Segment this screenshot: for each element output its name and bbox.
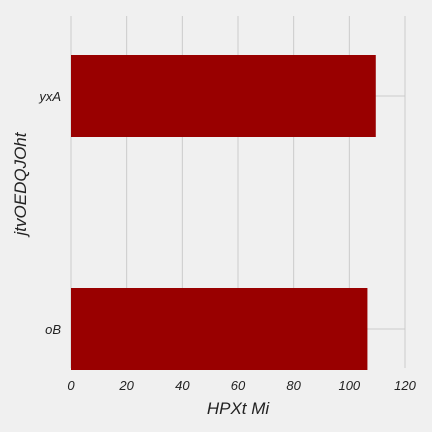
x-tick-label: 40 bbox=[175, 378, 190, 393]
x-tick-label: 60 bbox=[231, 378, 246, 393]
tick-labels: 0 20 40 60 80 100 120 oB yxA bbox=[38, 89, 416, 393]
y-tick-label: yxA bbox=[38, 89, 61, 104]
x-tick-label: 20 bbox=[118, 378, 134, 393]
bar-oB bbox=[71, 288, 368, 370]
x-axis-label: HPXt Mi bbox=[207, 399, 271, 418]
x-tick-label: 120 bbox=[394, 378, 416, 393]
bars bbox=[71, 55, 376, 370]
y-axis-label: jtvOEDQJOht bbox=[11, 131, 30, 237]
x-tick-label: 0 bbox=[67, 378, 75, 393]
y-tick-label: oB bbox=[45, 322, 61, 337]
x-tick-label: 80 bbox=[286, 378, 301, 393]
bar-yxA bbox=[71, 55, 376, 137]
x-tick-label: 100 bbox=[338, 378, 360, 393]
